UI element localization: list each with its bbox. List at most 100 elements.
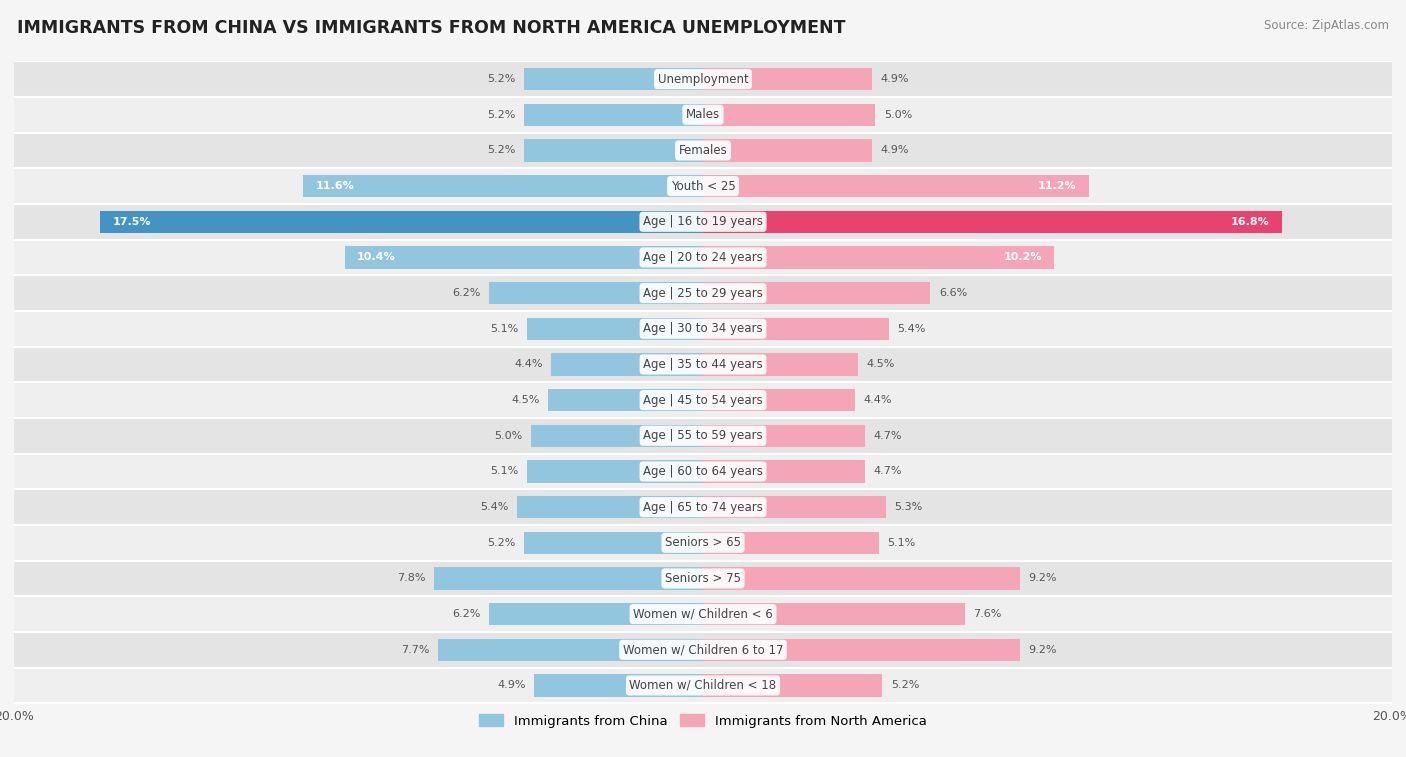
Bar — [527, 318, 703, 340]
Text: 4.5%: 4.5% — [866, 360, 896, 369]
Text: 9.2%: 9.2% — [1029, 645, 1057, 655]
Bar — [703, 460, 865, 482]
Text: 6.2%: 6.2% — [453, 288, 481, 298]
Text: 4.5%: 4.5% — [510, 395, 540, 405]
Bar — [703, 175, 1088, 197]
Bar — [531, 425, 703, 447]
Bar — [14, 133, 1392, 167]
Text: 6.2%: 6.2% — [453, 609, 481, 619]
Text: 5.1%: 5.1% — [491, 324, 519, 334]
Bar — [344, 246, 703, 269]
Text: Women w/ Children < 18: Women w/ Children < 18 — [630, 679, 776, 692]
Text: Age | 45 to 54 years: Age | 45 to 54 years — [643, 394, 763, 407]
Bar — [703, 674, 882, 696]
Text: 11.2%: 11.2% — [1038, 181, 1077, 191]
Bar — [14, 240, 1392, 275]
Bar — [14, 633, 1392, 667]
Text: 7.8%: 7.8% — [398, 574, 426, 584]
Text: Age | 20 to 24 years: Age | 20 to 24 years — [643, 251, 763, 264]
Text: IMMIGRANTS FROM CHINA VS IMMIGRANTS FROM NORTH AMERICA UNEMPLOYMENT: IMMIGRANTS FROM CHINA VS IMMIGRANTS FROM… — [17, 19, 845, 37]
Text: Women w/ Children 6 to 17: Women w/ Children 6 to 17 — [623, 643, 783, 656]
Text: 5.1%: 5.1% — [491, 466, 519, 476]
Text: Youth < 25: Youth < 25 — [671, 179, 735, 192]
Bar — [703, 318, 889, 340]
Bar — [517, 496, 703, 519]
Bar — [434, 568, 703, 590]
Bar — [489, 603, 703, 625]
Bar — [14, 312, 1392, 346]
Bar — [703, 425, 865, 447]
Text: Males: Males — [686, 108, 720, 121]
Text: 4.7%: 4.7% — [873, 431, 903, 441]
Text: 6.6%: 6.6% — [939, 288, 967, 298]
Text: 4.4%: 4.4% — [863, 395, 891, 405]
Bar — [703, 210, 1282, 233]
Bar — [703, 139, 872, 161]
Bar — [703, 104, 875, 126]
Text: 5.2%: 5.2% — [891, 681, 920, 690]
Bar — [14, 597, 1392, 631]
Text: Age | 30 to 34 years: Age | 30 to 34 years — [643, 322, 763, 335]
Text: 10.4%: 10.4% — [357, 252, 395, 263]
Bar — [489, 282, 703, 304]
Text: 10.2%: 10.2% — [1004, 252, 1042, 263]
Bar — [437, 639, 703, 661]
Bar — [703, 496, 886, 519]
Text: 7.6%: 7.6% — [973, 609, 1002, 619]
Text: Source: ZipAtlas.com: Source: ZipAtlas.com — [1264, 19, 1389, 32]
Text: 4.9%: 4.9% — [498, 681, 526, 690]
Bar — [524, 68, 703, 90]
Bar — [703, 603, 965, 625]
Text: 5.4%: 5.4% — [479, 502, 509, 512]
Text: Unemployment: Unemployment — [658, 73, 748, 86]
Text: Women w/ Children < 6: Women w/ Children < 6 — [633, 608, 773, 621]
Text: 4.9%: 4.9% — [880, 74, 908, 84]
Text: Females: Females — [679, 144, 727, 157]
Text: 4.4%: 4.4% — [515, 360, 543, 369]
Bar — [100, 210, 703, 233]
Bar — [14, 525, 1392, 560]
Text: 5.3%: 5.3% — [894, 502, 922, 512]
Text: 11.6%: 11.6% — [315, 181, 354, 191]
Text: 4.9%: 4.9% — [880, 145, 908, 155]
Bar — [703, 354, 858, 375]
Bar — [703, 246, 1054, 269]
Text: 5.2%: 5.2% — [486, 537, 515, 548]
Text: Age | 65 to 74 years: Age | 65 to 74 years — [643, 500, 763, 513]
Text: 5.0%: 5.0% — [884, 110, 912, 120]
Bar — [14, 383, 1392, 417]
Bar — [14, 62, 1392, 96]
Text: Seniors > 65: Seniors > 65 — [665, 536, 741, 550]
Legend: Immigrants from China, Immigrants from North America: Immigrants from China, Immigrants from N… — [474, 709, 932, 733]
Bar — [548, 389, 703, 411]
Bar — [14, 98, 1392, 132]
Bar — [703, 568, 1019, 590]
Text: 5.1%: 5.1% — [887, 537, 915, 548]
Text: Age | 55 to 59 years: Age | 55 to 59 years — [643, 429, 763, 442]
Text: 5.0%: 5.0% — [494, 431, 522, 441]
Text: 5.2%: 5.2% — [486, 74, 515, 84]
Bar — [551, 354, 703, 375]
Text: 5.2%: 5.2% — [486, 145, 515, 155]
Bar — [703, 389, 855, 411]
Bar — [14, 419, 1392, 453]
Bar — [14, 276, 1392, 310]
Text: 7.7%: 7.7% — [401, 645, 429, 655]
Bar — [524, 139, 703, 161]
Text: 17.5%: 17.5% — [112, 217, 150, 227]
Bar — [14, 490, 1392, 525]
Bar — [14, 668, 1392, 702]
Bar — [527, 460, 703, 482]
Text: Age | 25 to 29 years: Age | 25 to 29 years — [643, 287, 763, 300]
Text: 9.2%: 9.2% — [1029, 574, 1057, 584]
Bar — [534, 674, 703, 696]
Text: 4.7%: 4.7% — [873, 466, 903, 476]
Text: Age | 60 to 64 years: Age | 60 to 64 years — [643, 465, 763, 478]
Text: 5.2%: 5.2% — [486, 110, 515, 120]
Bar — [703, 68, 872, 90]
Bar — [524, 104, 703, 126]
Bar — [304, 175, 703, 197]
Bar — [14, 562, 1392, 596]
Text: 16.8%: 16.8% — [1230, 217, 1270, 227]
Bar — [703, 531, 879, 554]
